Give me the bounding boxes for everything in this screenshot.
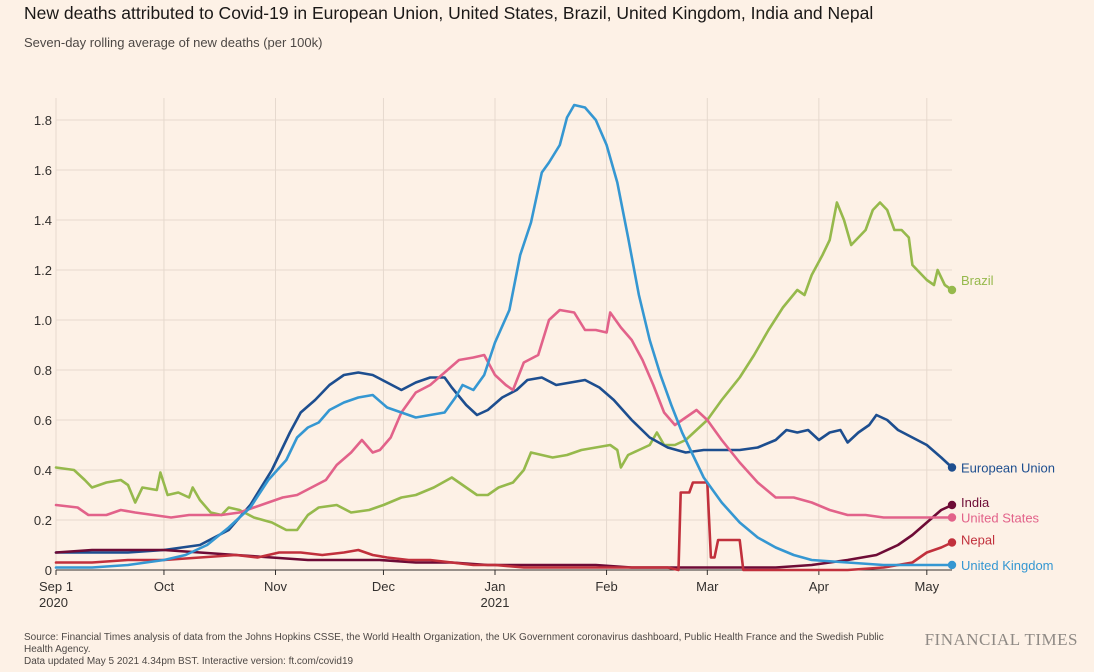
series-line-european-union: [54, 371, 954, 554]
series-end-dot: [947, 463, 957, 472]
y-tick-label: 0.4: [34, 463, 52, 478]
series-line-india: [54, 503, 954, 569]
y-tick-label: 1.0: [34, 313, 52, 328]
updated-text: Data updated May 5 2021 4.34pm BST. Inte…: [24, 656, 354, 667]
x-tick-label: Dec: [372, 579, 396, 594]
gridlines: [55, 98, 952, 571]
x-tick-label: Oct: [154, 579, 175, 594]
x-tick-label: May: [915, 579, 940, 594]
ft-brand-logo: FINANCIAL TIMES: [924, 630, 1078, 649]
y-tick-label: 0.6: [34, 413, 52, 428]
y-tick-label: 1.4: [34, 213, 52, 228]
series-label-united-states: United States: [961, 511, 1040, 526]
y-tick-label: 0: [45, 563, 52, 578]
series-line-brazil: [54, 201, 954, 532]
y-tick-label: 0.2: [34, 513, 52, 528]
series-label-united-kingdom: United Kingdom: [961, 558, 1054, 573]
series-end-dot: [947, 500, 957, 510]
series-end-dot: [947, 560, 957, 570]
x-tick-label: Apr: [809, 579, 830, 594]
y-tick-label: 1.2: [34, 263, 52, 278]
series-line-united-states: [54, 308, 954, 519]
x-tick-label: Nov: [264, 579, 288, 594]
x-tick-label: Jan: [485, 579, 506, 594]
series-end-dot: [947, 538, 957, 547]
series-line-united-kingdom: [54, 103, 954, 569]
series-label-nepal: Nepal: [961, 533, 995, 548]
y-axis-ticks: 0 0.2 0.4 0.6 0.8 1.0 1.2 1.4 1.6 1.8: [34, 113, 52, 578]
source-text: Source: Financial Times analysis of data…: [24, 632, 884, 655]
series-label-european-union: European Union: [961, 461, 1055, 476]
x-tick-label: Sep 1: [39, 579, 73, 594]
series-line-nepal: [54, 481, 954, 572]
x-tick-year-label: 2021: [481, 595, 510, 610]
x-tick-label: Mar: [696, 579, 719, 594]
source-note: Source: Financial Times analysis of data…: [24, 632, 884, 668]
x-tick-year-label: 2020: [39, 595, 68, 610]
y-tick-label: 0.8: [34, 363, 52, 378]
y-tick-label: 1.6: [34, 163, 52, 178]
series-end-dot: [947, 285, 957, 295]
series-end-dot: [947, 513, 957, 522]
series-label-india: India: [961, 495, 990, 510]
y-tick-label: 1.8: [34, 113, 52, 128]
x-tick-label: Feb: [595, 579, 617, 594]
chart-title: New deaths attributed to Covid-19 in Eur…: [24, 3, 874, 23]
series-label-brazil: Brazil: [961, 273, 994, 288]
chart-subtitle: Seven-day rolling average of new deaths …: [24, 35, 323, 50]
series-lines: [54, 103, 957, 572]
